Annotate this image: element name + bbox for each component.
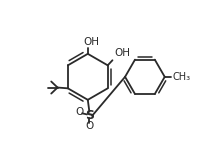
Text: OH: OH xyxy=(84,37,100,47)
Text: OH: OH xyxy=(114,48,130,58)
Text: O: O xyxy=(85,121,94,131)
Text: CH₃: CH₃ xyxy=(172,72,190,81)
Text: O: O xyxy=(75,107,84,117)
Text: S: S xyxy=(85,109,94,122)
